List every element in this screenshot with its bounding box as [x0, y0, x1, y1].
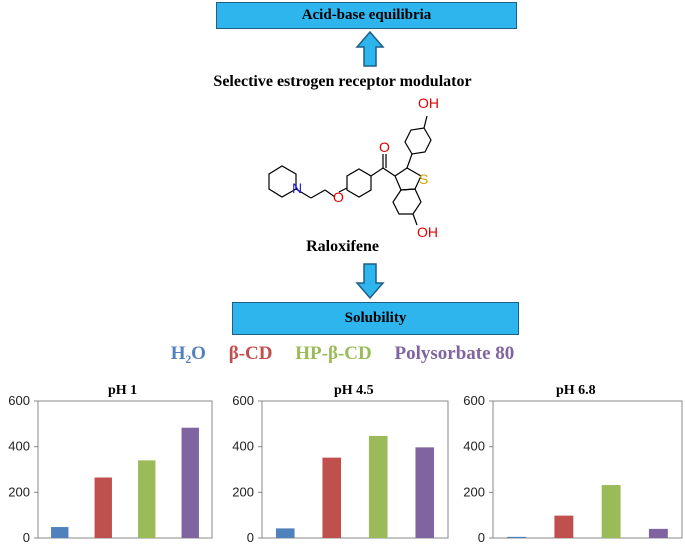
nitrogen-label: N	[292, 180, 302, 196]
bar-2	[554, 515, 574, 538]
bar-chart-ph1: 0 200 400 600	[8, 395, 213, 544]
up-arrow-icon	[355, 30, 385, 67]
legend-beta-cd: β-CD	[228, 343, 273, 364]
bar-3	[138, 460, 156, 538]
y-tick-label: 0	[478, 530, 485, 544]
bar-4	[415, 447, 435, 538]
bar-4	[648, 528, 668, 538]
subtitle: Selective estrogen receptor modulator	[213, 73, 472, 90]
acid-base-equilibria-label: Acid-base equilibria	[301, 7, 432, 23]
bar-1	[275, 528, 295, 538]
raloxifene-structure: OH OH S N O O	[268, 95, 439, 240]
compound-name: Raloxifene	[306, 238, 379, 255]
y-tick-label: 200	[463, 484, 485, 499]
legend: H₂O β-CD HP-β-CD Polysorbate 80	[0, 343, 685, 365]
bar-1	[507, 536, 527, 538]
legend-hp-beta-cd: HP-β-CD	[295, 343, 372, 364]
bar-1	[51, 527, 69, 538]
oh-bottom-label: OH	[417, 224, 438, 240]
bar-2	[94, 477, 112, 538]
bar-4	[181, 427, 199, 538]
y-tick-label: 200	[8, 484, 30, 499]
plot-frame	[37, 400, 213, 539]
carbonyl-oxygen-label: O	[379, 139, 390, 155]
bar-chart-ph45: 0 200 400 600	[232, 395, 449, 544]
legend-polysorbate-80: Polysorbate 80	[394, 343, 515, 364]
y-tick-label: 200	[232, 484, 254, 499]
y-tick-label: 0	[23, 530, 30, 544]
plot-frame	[492, 400, 683, 539]
oh-top-label: OH	[418, 95, 439, 111]
chart-title-ph68: pH 6.8	[556, 383, 596, 398]
bar-3	[601, 485, 621, 538]
down-arrow-icon	[355, 263, 385, 300]
y-tick-label: 600	[8, 395, 30, 408]
y-tick-label: 0	[247, 530, 254, 544]
y-tick-label: 400	[232, 439, 254, 454]
bar-2	[322, 457, 342, 538]
solubility-label: Solubility	[344, 310, 407, 326]
chart-title-ph45: pH 4.5	[334, 383, 374, 398]
y-tick-label: 600	[232, 395, 254, 408]
acid-base-equilibria-box: Acid-base equilibria	[216, 2, 517, 29]
plot-frame	[261, 400, 449, 539]
legend-h2o: H₂O	[170, 343, 206, 364]
y-tick-label: 600	[463, 395, 485, 408]
chart-title-ph1: pH 1	[108, 383, 138, 398]
bar-chart-ph68: 0 200 400 600	[463, 395, 683, 544]
y-tick-label: 400	[463, 439, 485, 454]
bar-3	[368, 435, 388, 538]
sulfur-label: S	[419, 171, 428, 187]
ether-oxygen-label: O	[333, 189, 344, 205]
solubility-box: Solubility	[232, 302, 519, 335]
y-tick-label: 400	[8, 439, 30, 454]
